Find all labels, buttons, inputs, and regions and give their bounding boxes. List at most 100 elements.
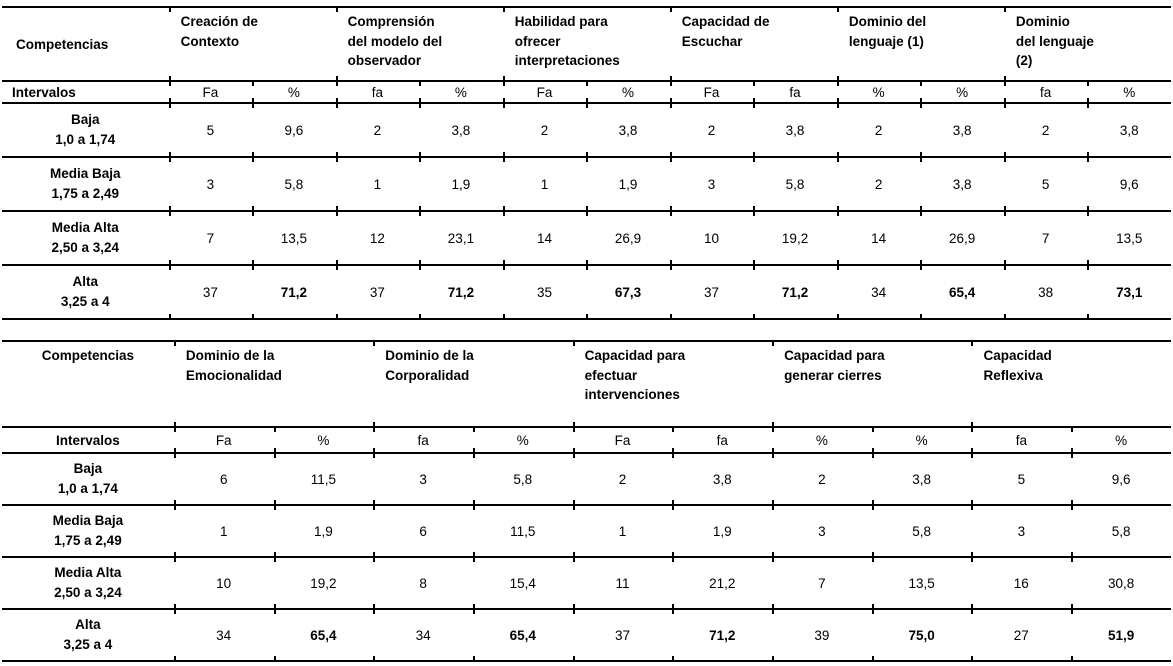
document-page: Competencias Creación de Contexto Comprens… — [0, 6, 1173, 666]
value-cell: 6 — [373, 506, 473, 558]
value-cell: 73,1 — [1087, 266, 1171, 320]
frequency-subheader-cell: fa — [971, 428, 1072, 454]
frequency-subheader-cell: Fa — [669, 82, 754, 104]
group-header-cell: Capacidad de Escuchar — [669, 6, 837, 82]
value-cell: 14 — [836, 212, 921, 266]
value-cell: 2 — [502, 104, 587, 158]
group-header-cell: Habilidad para ofrecer interpretaciones — [502, 6, 670, 82]
value-cell: 2 — [335, 104, 420, 158]
value-cell: 5,8 — [753, 158, 837, 212]
value-cell: 9,6 — [1071, 454, 1171, 506]
interval-label-cell: Alta 3,25 a 4 — [2, 266, 169, 320]
interval-label-cell: Media Alta 2,50 a 3,24 — [2, 558, 174, 610]
value-cell: 75,0 — [871, 610, 972, 662]
value-cell: 35 — [502, 266, 587, 320]
frequency-subheader-cell: % — [1071, 428, 1171, 454]
value-cell: 13,5 — [252, 212, 336, 266]
interval-label-cell: Media Alta 2,50 a 3,24 — [2, 212, 169, 266]
value-cell: 3,8 — [920, 158, 1004, 212]
value-cell: 30,8 — [1071, 558, 1171, 610]
frequency-subheader-cell: Fa — [502, 82, 587, 104]
table-row: Alta 3,25 a 4 34 65,4 34 65,4 37 71,2 39 75,0 27 5… — [2, 610, 1171, 662]
frequency-subheader-cell: % — [920, 82, 1004, 104]
value-cell: 3 — [168, 158, 253, 212]
frequency-subheader-cell: % — [772, 428, 872, 454]
value-cell: 27 — [971, 610, 1072, 662]
value-cell: 5,8 — [472, 454, 573, 506]
value-cell: 3,8 — [672, 454, 773, 506]
value-cell: 5,8 — [252, 158, 336, 212]
value-cell: 10 — [669, 212, 754, 266]
value-cell: 71,2 — [753, 266, 837, 320]
value-cell: 65,4 — [273, 610, 374, 662]
value-cell: 5 — [168, 104, 253, 158]
value-cell: 1 — [173, 506, 274, 558]
value-cell: 5 — [1003, 158, 1088, 212]
value-cell: 13,5 — [1087, 212, 1171, 266]
value-cell: 10 — [173, 558, 274, 610]
value-cell: 51,9 — [1071, 610, 1171, 662]
value-cell: 8 — [373, 558, 473, 610]
value-cell: 3,8 — [586, 104, 670, 158]
group-header-cell: Dominio de la Emocionalidad — [173, 340, 374, 428]
value-cell: 11,5 — [472, 506, 573, 558]
value-cell: 71,2 — [252, 266, 336, 320]
value-cell: 3,8 — [871, 454, 972, 506]
value-cell: 11,5 — [273, 454, 374, 506]
frequency-subheader-cell: % — [252, 82, 336, 104]
group-header-cell: Creación de Contexto — [168, 6, 336, 82]
value-cell: 7 — [1003, 212, 1088, 266]
table-row: Media Alta 2,50 a 3,24 7 13,5 12 23,1 14 26,9 1… — [2, 212, 1171, 266]
value-cell: 37 — [572, 610, 673, 662]
group-header-cell: Dominio de la Corporalidad — [373, 340, 573, 428]
value-cell: 7 — [772, 558, 872, 610]
frequency-subheader-cell: fa — [753, 82, 837, 104]
value-cell: 37 — [335, 266, 420, 320]
value-cell: 11 — [572, 558, 673, 610]
frequency-subheader-cell: fa — [373, 428, 473, 454]
value-cell: 34 — [173, 610, 274, 662]
value-cell: 37 — [669, 266, 754, 320]
value-cell: 2 — [836, 104, 921, 158]
frequency-subheader-cell: Fa — [168, 82, 253, 104]
competencias-corner-label: Competencias — [2, 340, 174, 428]
value-cell: 2 — [669, 104, 754, 158]
interval-label-cell: Media Baja 1,75 a 2,49 — [2, 158, 169, 212]
table-row: Media Baja 1,75 a 2,49 3 5,8 1 1,9 1 1,9 3 5,8 2 3… — [2, 158, 1171, 212]
frequency-subheader-cell: % — [1087, 82, 1171, 104]
interval-label-cell: Alta 3,25 a 4 — [2, 610, 174, 662]
value-cell: 65,4 — [920, 266, 1004, 320]
frequency-subheader-cell: % — [273, 428, 374, 454]
value-cell: 1,9 — [273, 506, 374, 558]
value-cell: 34 — [836, 266, 921, 320]
group-header-cell: Dominio del lenguaje (2) — [1003, 6, 1171, 82]
value-cell: 2 — [1003, 104, 1088, 158]
table-row: Media Alta 2,50 a 3,24 10 19,2 8 15,4 11 21,2 7… — [2, 558, 1171, 610]
frequency-subheader-cell: fa — [335, 82, 420, 104]
interval-label-cell: Baja 1,0 a 1,74 — [2, 454, 174, 506]
interval-label-cell: Baja 1,0 a 1,74 — [2, 104, 169, 158]
table-row: Media Baja 1,75 a 2,49 1 1,9 6 11,5 1 1,9 3 5,8 3… — [2, 506, 1171, 558]
frequency-subheader-cell: Fa — [572, 428, 673, 454]
frequency-subheader-cell: % — [419, 82, 503, 104]
value-cell: 1 — [502, 158, 587, 212]
table-row: Alta 3,25 a 4 37 71,2 37 71,2 35 67,3 37 71,2 34 6… — [2, 266, 1171, 320]
group-header-cell: Comprensión del modelo del observador — [335, 6, 503, 82]
value-cell: 5,8 — [871, 506, 972, 558]
value-cell: 7 — [168, 212, 253, 266]
value-cell: 67,3 — [586, 266, 670, 320]
frequency-subheader-cell: fa — [672, 428, 773, 454]
value-cell: 21,2 — [672, 558, 773, 610]
group-header-cell: Dominio del lenguaje (1) — [836, 6, 1004, 82]
value-cell: 3,8 — [920, 104, 1004, 158]
value-cell: 3,8 — [753, 104, 837, 158]
value-cell: 3,8 — [1087, 104, 1171, 158]
value-cell: 1 — [572, 506, 673, 558]
value-cell: 5 — [971, 454, 1072, 506]
group-header-cell: Capacidad Reflexiva — [971, 340, 1171, 428]
value-cell: 6 — [173, 454, 274, 506]
table-row: Baja 1,0 a 1,74 6 11,5 3 5,8 2 3,8 2 3,8 5 9,6 — [2, 454, 1171, 506]
value-cell: 26,9 — [920, 212, 1004, 266]
frequency-subheader-cell: % — [586, 82, 670, 104]
value-cell: 3 — [772, 506, 872, 558]
